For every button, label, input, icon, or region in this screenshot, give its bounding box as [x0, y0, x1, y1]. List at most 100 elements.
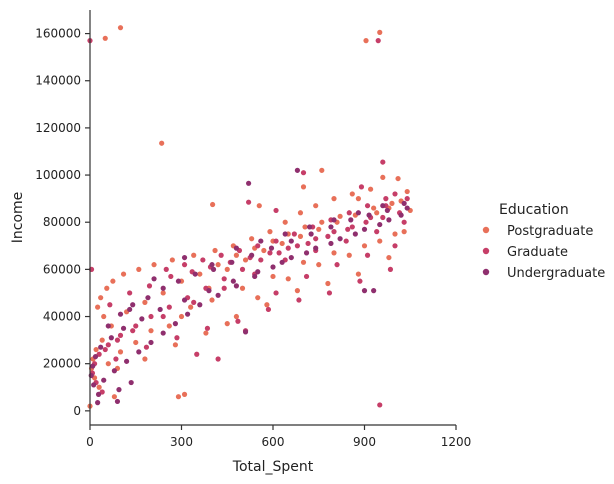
point-graduate	[215, 356, 221, 362]
x-axis-label: Total_Spent	[232, 459, 314, 475]
point-postgraduate	[101, 313, 107, 320]
point-undergraduate	[313, 245, 319, 251]
point-undergraduate	[270, 264, 276, 270]
point-graduate	[191, 299, 197, 305]
point-graduate	[265, 306, 272, 313]
point-postgraduate	[102, 35, 108, 41]
y-ticks: 0 20000 40000 60000 80000 100000 120000 140000 1…	[35, 27, 90, 418]
point-postgraduate	[136, 266, 142, 272]
point-postgraduate	[224, 266, 230, 272]
point-graduate	[107, 302, 113, 308]
point-postgraduate	[355, 196, 361, 202]
point-undergraduate	[233, 283, 239, 289]
point-postgraduate	[111, 394, 117, 400]
point-graduate	[267, 250, 273, 256]
x-ticks: 0 300 600 900 1200	[86, 425, 471, 449]
point-undergraduate	[331, 217, 337, 223]
point-postgraduate	[233, 313, 239, 320]
point-graduate	[273, 207, 279, 214]
legend-label-graduate: Graduate	[507, 245, 568, 260]
legend-marker-undergraduate	[482, 268, 490, 276]
point-postgraduate	[120, 271, 127, 277]
point-undergraduate	[197, 302, 203, 308]
point-undergraduate	[401, 200, 407, 206]
point-graduate	[343, 238, 349, 244]
point-graduate	[346, 210, 352, 216]
point-graduate	[345, 226, 351, 232]
point-undergraduate	[98, 344, 104, 350]
point-postgraduate	[142, 356, 148, 362]
point-undergraduate	[148, 339, 154, 346]
point-graduate	[313, 236, 319, 242]
point-postgraduate	[316, 262, 322, 268]
point-graduate	[326, 290, 333, 296]
point-undergraduate	[288, 254, 294, 261]
point-graduate	[133, 323, 139, 329]
point-postgraduate	[224, 321, 230, 327]
point-graduate	[296, 297, 302, 303]
point-undergraduate	[328, 240, 334, 247]
legend-label-postgraduate: Postgraduate	[507, 224, 593, 239]
point-undergraduate	[124, 358, 130, 364]
point-undergraduate	[371, 288, 377, 294]
point-undergraduate	[111, 368, 117, 374]
point-undergraduate	[127, 306, 133, 313]
point-undergraduate	[361, 226, 368, 232]
point-graduate	[392, 243, 398, 249]
point-postgraduate	[331, 196, 337, 202]
point-undergraduate	[380, 203, 386, 209]
point-undergraduate	[157, 306, 163, 313]
point-undergraduate	[117, 311, 124, 317]
y-axis-label: Income	[10, 192, 26, 244]
point-graduate	[273, 238, 279, 244]
point-postgraduate	[285, 276, 291, 282]
point-graduate	[204, 325, 211, 331]
point-graduate	[255, 243, 261, 249]
point-graduate	[114, 337, 121, 343]
point-graduate	[404, 196, 410, 202]
point-undergraduate	[145, 295, 151, 301]
point-graduate	[130, 328, 136, 334]
point-undergraduate	[337, 236, 343, 242]
point-postgraduate	[188, 304, 194, 310]
x-tick-label: 300	[170, 435, 193, 449]
point-postgraduate	[377, 238, 383, 244]
x-tick-label: 1200	[441, 435, 472, 449]
point-undergraduate	[288, 238, 294, 244]
point-postgraduate	[233, 252, 239, 258]
point-postgraduate	[270, 273, 276, 280]
point-undergraduate	[95, 391, 102, 397]
point-undergraduate	[233, 245, 239, 251]
point-postgraduate	[392, 231, 398, 237]
point-undergraduate	[355, 210, 361, 216]
point-postgraduate	[297, 233, 304, 239]
point-postgraduate	[395, 175, 401, 182]
point-undergraduate	[246, 180, 252, 186]
point-postgraduate	[401, 229, 407, 235]
point-graduate	[364, 203, 371, 209]
point-undergraduate	[105, 323, 111, 329]
point-graduate	[387, 266, 394, 272]
point-postgraduate	[377, 29, 383, 35]
point-undergraduate	[230, 278, 236, 284]
point-undergraduate	[308, 231, 314, 237]
point-postgraduate	[256, 203, 262, 209]
point-postgraduate	[160, 290, 166, 296]
point-undergraduate	[90, 363, 96, 369]
point-undergraduate	[120, 325, 127, 331]
point-postgraduate	[142, 299, 148, 305]
point-postgraduate	[282, 219, 288, 225]
point-postgraduate	[319, 219, 325, 225]
point-postgraduate	[249, 236, 255, 242]
point-undergraduate	[114, 398, 121, 405]
y-tick-label: 100000	[35, 168, 81, 182]
point-undergraduate	[229, 259, 235, 265]
point-undergraduate	[377, 221, 383, 228]
point-postgraduate	[313, 203, 319, 209]
legend-items: Postgraduate Graduate Undergraduate	[482, 224, 605, 281]
point-graduate	[300, 170, 307, 176]
legend-label-undergraduate: Undergraduate	[507, 266, 605, 281]
point-graduate	[105, 342, 111, 348]
point-postgraduate	[105, 361, 111, 367]
point-postgraduate	[175, 394, 182, 400]
